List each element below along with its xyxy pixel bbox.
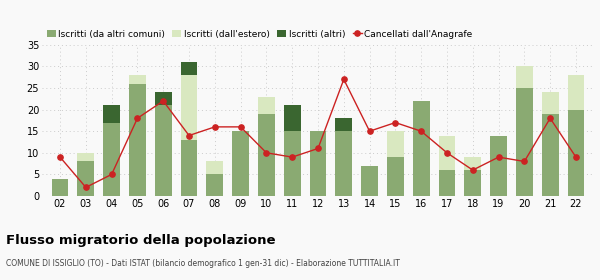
Bar [258,114,275,196]
Bar [464,170,481,196]
Bar [542,92,559,114]
Bar [181,140,197,196]
Bar [568,75,584,109]
Bar [439,136,455,170]
Bar [129,84,146,196]
Bar [387,131,404,157]
Legend: Iscritti (da altri comuni), Iscritti (dall'estero), Iscritti (altri), Cancellati: Iscritti (da altri comuni), Iscritti (da… [47,30,473,39]
Bar [155,92,172,105]
Bar [129,75,146,84]
Bar [335,118,352,131]
Bar [284,105,301,131]
Bar [181,62,197,75]
Bar [568,109,584,196]
Bar [258,97,275,114]
Text: Flusso migratorio della popolazione: Flusso migratorio della popolazione [6,234,275,247]
Text: COMUNE DI ISSIGLIO (TO) - Dati ISTAT (bilancio demografico 1 gen-31 dic) - Elabo: COMUNE DI ISSIGLIO (TO) - Dati ISTAT (bi… [6,259,400,268]
Bar [181,75,197,140]
Bar [52,179,68,196]
Bar [413,101,430,196]
Bar [103,123,120,196]
Bar [206,174,223,196]
Bar [310,131,326,196]
Bar [232,131,249,196]
Bar [103,105,120,123]
Bar [206,162,223,174]
Bar [464,157,481,170]
Bar [516,88,533,196]
Bar [361,166,378,196]
Bar [439,170,455,196]
Bar [387,157,404,196]
Bar [155,105,172,196]
Bar [284,131,301,196]
Bar [490,136,507,196]
Bar [542,114,559,196]
Bar [77,162,94,196]
Bar [335,131,352,196]
Bar [516,66,533,88]
Bar [77,153,94,162]
